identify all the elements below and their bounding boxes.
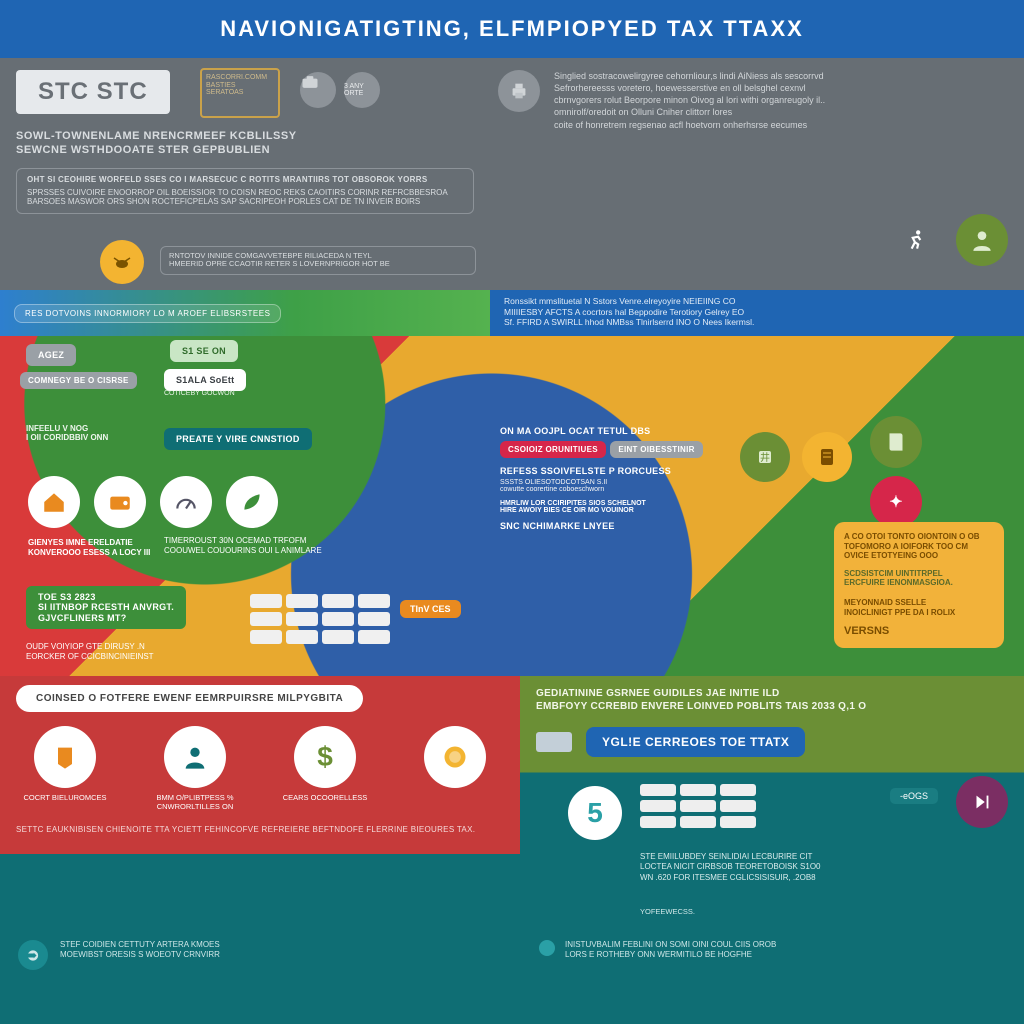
row3-ltxt-d: OUDF VOIYIOP GTE DIRUSY .N EORCKER OF CC… xyxy=(26,642,154,662)
yel-p4: VERSNS xyxy=(844,625,994,638)
row1-sub-b: SEWCNE WSTHDOOATE STER GEPBUBLIEN xyxy=(16,144,474,156)
col-dollar: $ CEARS OCOORELLESS xyxy=(280,726,370,811)
row1-right-panel: Singlied sostracowelirgyree cehornliour,… xyxy=(490,58,1024,290)
cat-c-sub: SSSTS OLIESOTODCOTSAN S.II cowutte coore… xyxy=(500,479,720,493)
row3-ltxt-b: TIMERROUST 30N OCEMAD TRFOFM COOUWEL COU… xyxy=(164,536,322,556)
row3-ltxt-c: TOE S3 2823 SI IITNBOP RCESTH ANVRGT. GJ… xyxy=(26,586,186,629)
row3-ltxt-a: GIENYES IMNE ERELDATIE KONVEROOO ESESS A… xyxy=(28,538,150,558)
yel-p2: SCDSISTCIM UINTITRPEL ERCFUIRE IENONMASG… xyxy=(844,569,994,588)
row1-right-bottom-icons xyxy=(890,214,1008,266)
card-chip xyxy=(536,732,572,752)
chip-tnvcs: TInV CES xyxy=(400,600,461,618)
row4-blue-pill: YGL!E CERREOES TOE TTATX xyxy=(586,727,805,757)
page-title: NAVIONIGATIGTING, ELFMPIOPYED TAX TTAXX xyxy=(220,16,804,42)
row1-sub-a: SOWL-TOWNENLAME NRENCRMEEF KCBLILSSY xyxy=(16,130,474,142)
gauge-icon xyxy=(160,476,212,528)
footer-swirl-icon: ➲ xyxy=(18,940,48,970)
row4-barline: SETTC EAUKNIBISEN CHIENOITE TTA YCIETT F… xyxy=(16,825,504,834)
bee-icon xyxy=(100,240,144,284)
footer-dot-icon xyxy=(539,940,555,956)
row1-left-panel: STC STC RASCORRI.COMM BASTIES SERATOAS 3… xyxy=(0,58,490,290)
header-band: NAVIONIGATIGTING, ELFMPIOPYED TAX TTAXX xyxy=(0,0,1024,58)
badge-number-5: 5 xyxy=(568,786,622,840)
wallet-icon xyxy=(94,476,146,528)
row2-right: Ronssikt mmslituetal N Sstors Venre.elre… xyxy=(490,290,1024,336)
row1-bar: OHT SI CEOHIRE WORFELD SSES CO I MARSECU… xyxy=(16,168,474,214)
row1-bar-body: SPRSSES CUIVOIRE ENOORROP OIL BOEISSIOR … xyxy=(27,188,463,207)
col-dollar-cap: CEARS OCOORELLESS xyxy=(283,794,368,803)
row1-mini-icons: 3 ANY ORTE xyxy=(300,72,380,108)
row4-right: GEDIATININE GSRNEE GUIDILES JAE INITIE I… xyxy=(520,676,1024,930)
cat-d: HMRLIW LOR CCIRIPITES SIOS SCHELNOT HIRE… xyxy=(500,500,720,514)
cat-a-sub: CSOIOIZ ORUNITIUES xyxy=(500,441,606,458)
footer-band: ➲ STEF COIDIEN CETTUTY ARTERA KMOES MOEW… xyxy=(0,930,1024,1024)
row2-left: RES DOTVOINS INNORMIORY LO M AROEF ELIBS… xyxy=(0,290,490,336)
label-infell: INFEELU V NOG I OII CORIDBBIV ONN xyxy=(26,424,108,442)
printer-icon xyxy=(498,70,540,112)
col-note: COCRT BIELUROMCES xyxy=(20,726,110,811)
yellow-panel: A CO OTOI TONTO OIONTOIN O OB TOFOMORO A… xyxy=(834,522,1004,648)
note-icon xyxy=(34,726,96,788)
col-coin xyxy=(410,726,500,811)
briefcase-icon xyxy=(300,72,336,108)
col-note-cap: COCRT BIELUROMCES xyxy=(23,794,106,803)
chip-preate: PREATE Y VIRE CNNSTIOD xyxy=(164,428,312,450)
mini-keyboard xyxy=(640,784,756,828)
row1-bar2: RNTOTOV INNIDE COMGAVVETEBPE RILIACEDA N… xyxy=(160,246,476,275)
stc-badge: RASCORRI.COMM BASTIES SERATOAS xyxy=(200,68,280,118)
row2-pill: RES DOTVOINS INNORMIORY LO M AROEF ELIBS… xyxy=(14,304,281,323)
col-bust-cap: BMM O/PLIBTPESS % CNWRORLTILLES ON xyxy=(150,794,240,811)
row4-rt-stack: STE EMIILUBDEY SEINLIDIAI LECBURIRE CIT … xyxy=(640,852,821,883)
bust-icon xyxy=(164,726,226,788)
row4-rt-last: YOFEEWECSS. xyxy=(640,907,695,916)
cat-c: REFESS SSOIVFELSTE P RORCUESS xyxy=(500,466,720,476)
yel-p3: MEYONNAID SSELLE INOICLINIGT PPE DA I RO… xyxy=(844,598,994,617)
row3-icon-row xyxy=(28,476,278,528)
footer-left-text: STEF COIDIEN CETTUTY ARTERA KMOES MOEWIB… xyxy=(60,940,527,1014)
col-bust: BMM O/PLIBTPESS % CNWRORLTILLES ON xyxy=(150,726,240,811)
coin-icon xyxy=(424,726,486,788)
chip-s1ala-sub: COTICEBY GOCWON xyxy=(164,390,246,397)
dollar-icon: $ xyxy=(294,726,356,788)
stc-pill: STC STC xyxy=(16,70,170,114)
row4-icon-row: COCRT BIELUROMCES BMM O/PLIBTPESS % CNWR… xyxy=(16,726,504,811)
row1-bar-top: OHT SI CEOHIRE WORFELD SSES CO I MARSECU… xyxy=(27,175,463,185)
svg-text:井: 井 xyxy=(760,451,770,464)
row3-right-icons: 井 xyxy=(740,432,852,482)
footer-mid-text: INISTUVBALIM FEBLINI ON SOMI OINI COUL C… xyxy=(565,940,776,1014)
chip-s1seon: S1 SE ON xyxy=(170,340,238,362)
row1-right-para: Singlied sostracowelirgyree cehornliour,… xyxy=(554,70,1008,131)
footer-mid: INISTUVBALIM FEBLINI ON SOMI OINI COUL C… xyxy=(539,940,1006,1014)
yel-p1: A CO OTOI TONTO OIONTOIN O OB TOFOMORO A… xyxy=(844,532,994,561)
row-3: AGEZ S1 SE ON COMNEGY BE O CISRSE S1ALA … xyxy=(0,336,1024,676)
chip-s1ala: S1ALA SoEtt xyxy=(164,369,246,391)
runner-icon xyxy=(890,214,942,266)
row-1: STC STC RASCORRI.COMM BASTIES SERATOAS 3… xyxy=(0,58,1024,290)
row-2: RES DOTVOINS INNORMIORY LO M AROEF ELIBS… xyxy=(0,290,1024,336)
chip-icon: 井 xyxy=(740,432,790,482)
row4-rt-title: GEDIATININE GSRNEE GUIDILES JAE INITIE I… xyxy=(536,688,1008,713)
eogs-badge: -eOGS xyxy=(890,788,938,804)
scroll-icon xyxy=(870,416,922,468)
person-icon xyxy=(956,214,1008,266)
doc-icon xyxy=(802,432,852,482)
row4-left: COINSED O FOTFERE EWENF EEMRPUIRSRE MILP… xyxy=(0,676,520,930)
play-next-icon xyxy=(956,776,1008,828)
bolt-icon: ✦ xyxy=(870,476,922,528)
any-orte-badge: 3 ANY ORTE xyxy=(344,72,380,108)
row4-banner: COINSED O FOTFERE EWENF EEMRPUIRSRE MILP… xyxy=(16,685,363,712)
row-4: COINSED O FOTFERE EWENF EEMRPUIRSRE MILP… xyxy=(0,676,1024,930)
house-icon xyxy=(28,476,80,528)
chip-gray: COMNEGY BE O CISRSE xyxy=(20,372,137,389)
leaf-icon xyxy=(226,476,278,528)
chip-agez: AGEZ xyxy=(26,344,76,366)
cat-a: ON MA OOJPL OCAT TETUL DBS xyxy=(500,426,720,436)
keyboard-graphic xyxy=(250,594,390,644)
row3-category-col: ON MA OOJPL OCAT TETUL DBS CSOIOIZ ORUNI… xyxy=(500,426,720,534)
cat-b: EINT OIBESSTINIR xyxy=(610,441,702,458)
cat-e: SNC NCHIMARKE LNYEE xyxy=(500,521,720,531)
